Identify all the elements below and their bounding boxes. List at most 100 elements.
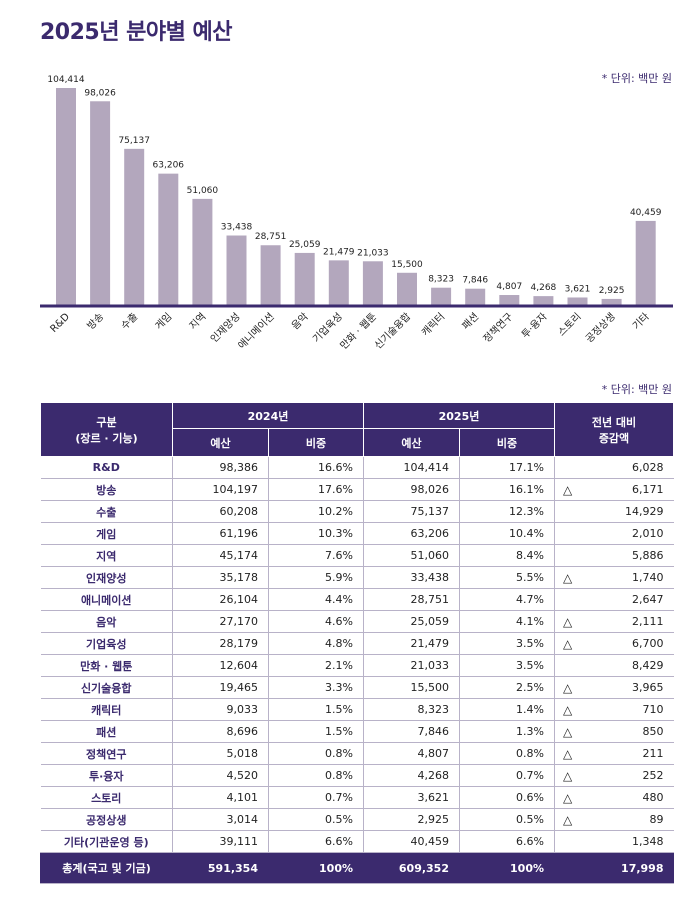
chart-value-label: 63,206 — [153, 161, 185, 171]
row-change-value: 3,965 — [632, 681, 664, 694]
row-budget-2024: 12,604 — [172, 654, 269, 677]
row-ratio-2025: 5.5% — [459, 566, 555, 589]
row-change: △ 89 — [554, 808, 674, 831]
chart-bar — [362, 261, 383, 305]
chart-value-label: 21,033 — [357, 248, 389, 258]
chart-category-label: 정책연구 — [481, 311, 516, 346]
chart-value-label: 104,414 — [47, 75, 84, 85]
row-ratio-2024: 2.1% — [268, 654, 364, 677]
row-budget-2024: 39,111 — [172, 830, 269, 853]
row-change-value: 6,700 — [632, 637, 664, 650]
chart-category-label: 캐릭터 — [419, 311, 447, 339]
chart-category-label: 인재양성 — [208, 311, 243, 346]
row-budget-2024: 4,520 — [172, 764, 269, 787]
row-category: 정책연구 — [40, 742, 173, 765]
row-ratio-2024: 100% — [268, 852, 364, 884]
row-category: 애니메이션 — [40, 588, 173, 611]
chart-bar — [431, 287, 452, 305]
table-row: 지역 45,174 7.6% 51,060 8.4% 5,886 — [40, 544, 674, 567]
row-category: 신기술융합 — [40, 676, 173, 699]
row-category: 수출 — [40, 500, 173, 523]
page-title: 2025년 분야별 예산 — [40, 20, 233, 45]
row-ratio-2024: 0.7% — [268, 786, 364, 809]
row-category: 지역 — [40, 544, 173, 567]
row-budget-2025: 98,026 — [363, 478, 460, 501]
row-budget-2024: 19,465 — [172, 676, 269, 699]
budget-table-body: R&D 98,386 16.6% 104,414 17.1% 6,028 방송 104,197… — [40, 456, 674, 884]
row-ratio-2025: 4.7% — [459, 588, 555, 611]
row-change-value: 710 — [642, 703, 664, 716]
decrease-triangle-icon: △ — [563, 614, 573, 629]
chart-value-label: 75,137 — [118, 136, 150, 146]
row-category: 총계(국고 및 기금) — [40, 852, 173, 884]
table-total-row: 총계(국고 및 기금) 591,354 100% 609,352 100% 17,998 — [40, 852, 674, 884]
row-budget-2025: 33,438 — [363, 566, 460, 589]
row-change: △ 850 — [554, 720, 674, 743]
row-change: △ 211 — [554, 742, 674, 765]
row-ratio-2024: 3.3% — [268, 676, 364, 699]
header-2024: 2024년 — [172, 402, 364, 429]
row-ratio-2024: 1.5% — [268, 720, 364, 743]
row-ratio-2025: 100% — [459, 852, 555, 884]
row-budget-2025: 8,323 — [363, 698, 460, 721]
row-change: △ 3,965 — [554, 676, 674, 699]
row-budget-2025: 3,621 — [363, 786, 460, 809]
row-category: 만화 · 웹툰 — [40, 654, 173, 677]
decrease-triangle-icon: △ — [563, 768, 573, 783]
decrease-triangle-icon: △ — [563, 570, 573, 585]
decrease-triangle-icon: △ — [563, 702, 573, 717]
row-change-value: 17,998 — [621, 861, 664, 875]
row-budget-2024: 26,104 — [172, 588, 269, 611]
chart-bar — [192, 198, 213, 305]
row-budget-2024: 591,354 — [172, 852, 269, 884]
row-change-value: 14,929 — [625, 505, 664, 518]
header-change-label: 전년 대비 — [591, 415, 637, 429]
row-budget-2024: 8,696 — [172, 720, 269, 743]
row-budget-2025: 28,751 — [363, 588, 460, 611]
row-budget-2024: 9,033 — [172, 698, 269, 721]
table-row: 캐릭터 9,033 1.5% 8,323 1.4% △ 710 — [40, 698, 674, 721]
chart-value-label: 3,621 — [565, 284, 591, 294]
header-budget-2025: 예산 — [363, 428, 460, 457]
row-change-value: 1,348 — [632, 835, 664, 848]
header-category-sub: (장르 · 기능) — [75, 431, 138, 445]
row-budget-2025: 75,137 — [363, 500, 460, 523]
row-budget-2024: 5,018 — [172, 742, 269, 765]
row-change: 17,998 — [554, 852, 674, 884]
chart-category-label: 기타 — [630, 311, 652, 333]
row-change-value: 1,740 — [632, 571, 664, 584]
table-row: 투·융자 4,520 0.8% 4,268 0.7% △ 252 — [40, 764, 674, 787]
row-budget-2025: 51,060 — [363, 544, 460, 567]
row-category: 기타(기관운영 등) — [40, 830, 173, 853]
chart-category-label: 음악 — [289, 311, 311, 333]
row-ratio-2024: 6.6% — [268, 830, 364, 853]
header-change-sub: 증감액 — [598, 431, 630, 445]
header-ratio-2025: 비중 — [459, 428, 555, 457]
row-ratio-2024: 10.3% — [268, 522, 364, 545]
table-row: 기타(기관운영 등) 39,111 6.6% 40,459 6.6% 1,348 — [40, 830, 674, 853]
table-row: 신기술융합 19,465 3.3% 15,500 2.5% △ 3,965 — [40, 676, 674, 699]
table-row: 애니메이션 26,104 4.4% 28,751 4.7% 2,647 — [40, 588, 674, 611]
chart-bar — [260, 245, 281, 305]
row-change: 5,886 — [554, 544, 674, 567]
row-budget-2025: 4,807 — [363, 742, 460, 765]
decrease-triangle-icon: △ — [563, 746, 573, 761]
row-budget-2024: 98,386 — [172, 456, 269, 479]
row-change: 2,647 — [554, 588, 674, 611]
chart-category-label: 만화 · 웹툰 — [338, 311, 379, 352]
row-ratio-2024: 4.8% — [268, 632, 364, 655]
row-category: 게임 — [40, 522, 173, 545]
row-change-value: 89 — [649, 813, 664, 826]
row-change: 6,028 — [554, 456, 674, 479]
chart-bar — [328, 260, 349, 305]
row-ratio-2024: 7.6% — [268, 544, 364, 567]
row-ratio-2025: 1.4% — [459, 698, 555, 721]
row-budget-2024: 4,101 — [172, 786, 269, 809]
budget-table: 구분 (장르 · 기능) 2024년 2025년 전년 대비 증감액 예산 비중… — [40, 402, 674, 884]
row-ratio-2025: 4.1% — [459, 610, 555, 633]
chart-bar — [533, 296, 554, 305]
header-change: 전년 대비 증감액 — [554, 402, 674, 457]
row-change: △ 6,700 — [554, 632, 674, 655]
row-budget-2025: 4,268 — [363, 764, 460, 787]
decrease-triangle-icon: △ — [563, 636, 573, 651]
